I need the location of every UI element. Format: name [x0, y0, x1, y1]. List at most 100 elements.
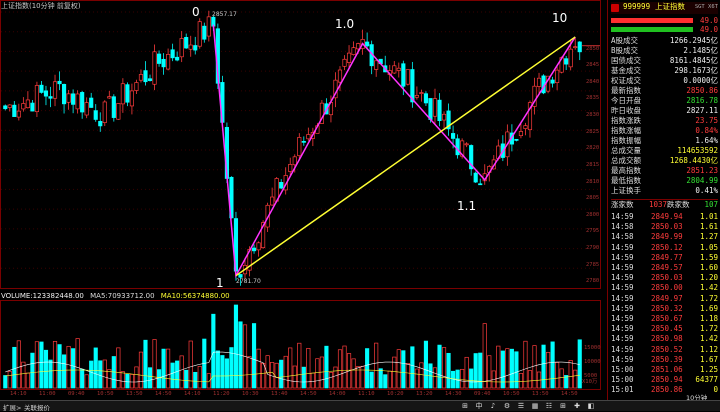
volume-bar	[387, 370, 392, 389]
volume-bar	[193, 371, 198, 389]
stat-label: 指数涨跌	[611, 116, 641, 125]
candle	[261, 222, 266, 249]
volume-bar	[437, 344, 442, 389]
candle	[464, 143, 469, 146]
candle	[577, 41, 582, 53]
tick-row: 14:59 2849.57 1.60	[611, 263, 718, 273]
price-tick: 2795	[586, 228, 600, 235]
stat-row: 国债成交 8161.4845亿	[611, 56, 718, 66]
candle	[428, 98, 433, 120]
stat-row: 昨日收盘 2827.11	[611, 106, 718, 116]
volume-bar	[25, 372, 30, 389]
volume-bar	[333, 366, 338, 389]
tick-time: 15:00	[611, 375, 634, 385]
volume-bar	[496, 345, 501, 389]
volume-bar	[256, 348, 261, 389]
volume-bar	[342, 345, 347, 389]
stat-label: 最高指数	[611, 166, 641, 175]
volume-bar	[405, 363, 410, 389]
candle	[446, 110, 451, 130]
candle	[175, 56, 180, 61]
candle	[12, 104, 17, 117]
volume-bar	[265, 355, 270, 389]
candle	[143, 70, 148, 83]
volume-bar	[120, 371, 125, 389]
tick-time: 14:59	[611, 354, 634, 364]
stat-label: 指数涨幅	[611, 126, 641, 135]
toolbar-icon[interactable]: ⊞	[462, 402, 468, 410]
toolbar-icon[interactable]: ☷	[545, 402, 553, 410]
volume-bar	[93, 347, 98, 389]
time-tick: 10:50	[97, 391, 114, 397]
index-tag: SGT X6T	[694, 4, 718, 10]
volume-bar	[80, 368, 85, 389]
volume-bar	[161, 348, 166, 389]
volume-bar	[34, 341, 39, 389]
candle	[134, 82, 139, 91]
toolbar-icon[interactable]: 中	[475, 402, 483, 410]
toolbar-icon[interactable]: ▦	[531, 402, 539, 410]
toolbar-icon[interactable]: ☰	[517, 402, 525, 410]
volume-bar	[48, 359, 53, 389]
volume-bar	[288, 347, 293, 389]
volume-value: VOLUME:123382448.00	[1, 292, 84, 300]
candle	[188, 44, 193, 50]
candle	[202, 25, 207, 40]
volume-bar	[206, 373, 211, 389]
candle	[337, 69, 343, 83]
stat-row: 总成交额 1268.4430亿	[611, 156, 718, 166]
volume-bar	[532, 345, 537, 389]
stat-row: 最低指数 2804.99	[611, 176, 718, 186]
candle	[7, 104, 12, 108]
candle	[3, 105, 8, 110]
tick-price: 2850.67	[651, 314, 683, 323]
stat-value: 1.64%	[695, 136, 718, 145]
stat-label: 总成交额	[611, 156, 641, 165]
tab-related-quotes[interactable]: 关联报价	[24, 404, 50, 412]
volume-bar	[392, 356, 397, 389]
volume-bar	[478, 352, 483, 389]
stat-label: 基金成交	[611, 66, 641, 75]
updown-row: 涨家数 1037 跌家数 107	[611, 199, 718, 210]
volume-bar	[52, 341, 58, 389]
kline-chart[interactable]	[0, 0, 607, 400]
volume-bar	[310, 372, 315, 389]
tick-time: 14:59	[611, 283, 634, 293]
candle	[396, 67, 401, 71]
volume-bar	[482, 323, 487, 389]
volume-bar	[518, 373, 524, 389]
price-tick: 2840	[586, 78, 600, 85]
volume-bar	[129, 374, 134, 389]
strength-bar-2-fill	[611, 27, 693, 32]
tick-row: 14:59 2850.67 1.18	[611, 314, 718, 324]
candle	[93, 110, 98, 120]
price-tick: 2780	[586, 278, 600, 285]
stat-row: A股成交 1266.2945亿	[611, 36, 718, 46]
tab-extend[interactable]: 扩展>	[3, 404, 22, 412]
volume-bar	[224, 358, 229, 389]
stat-value: 114653592	[677, 146, 718, 155]
tick-price: 2850.12	[651, 242, 683, 252]
stat-label: B股成交	[611, 46, 639, 55]
price-panel-frame	[0, 0, 601, 289]
stat-value: 1266.2945亿	[669, 36, 718, 45]
volume-bar	[184, 369, 189, 389]
toolbar-icon[interactable]: ⊞	[560, 402, 566, 410]
candle	[98, 121, 103, 127]
candle	[166, 54, 171, 70]
volume-bar	[84, 374, 89, 389]
toolbar-icon[interactable]: ♪	[490, 402, 496, 410]
candle	[550, 79, 555, 84]
volume-ma5: MA5:70933712.00	[90, 292, 155, 300]
period-label[interactable]: 10分钟	[686, 394, 708, 402]
toolbar-icon[interactable]: ✚	[574, 402, 580, 410]
tick-volume: 0	[713, 385, 718, 395]
volume-bar	[75, 338, 80, 389]
candle	[473, 172, 478, 183]
toolbar-icon[interactable]: ⚙	[503, 402, 511, 410]
tick-volume: 1.72	[699, 293, 718, 303]
tick-row: 14:59 2850.03 1.20	[611, 273, 718, 283]
tick-price: 2850.00	[651, 283, 683, 293]
toolbar-icon[interactable]: ◧	[587, 402, 595, 410]
stat-row: 指数涨幅 0.84%	[611, 126, 718, 136]
